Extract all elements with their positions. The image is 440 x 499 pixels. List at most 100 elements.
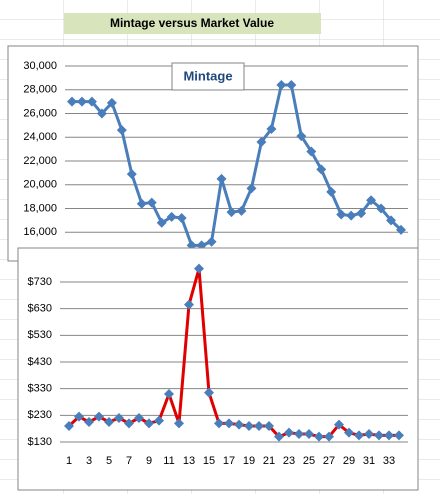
y-tick-label: 16,000 xyxy=(23,226,57,238)
y-tick-label: $530 xyxy=(28,329,52,341)
marker xyxy=(206,236,217,247)
x-tick-label: 13 xyxy=(183,455,195,467)
marker xyxy=(76,96,87,107)
marker xyxy=(146,197,157,208)
marker xyxy=(236,205,247,216)
y-tick-label: $430 xyxy=(28,356,52,368)
x-tick-label: 19 xyxy=(243,455,255,467)
marker xyxy=(224,418,234,429)
x-tick-label: 25 xyxy=(303,455,315,467)
y-tick-label: $630 xyxy=(28,303,52,315)
y-tick-label: 24,000 xyxy=(23,131,57,143)
marker xyxy=(286,80,297,90)
marker xyxy=(176,213,187,223)
marker xyxy=(384,430,394,441)
marker xyxy=(316,164,327,175)
marker xyxy=(106,97,117,108)
y-tick-label: $730 xyxy=(28,276,52,288)
marker xyxy=(336,209,347,220)
marker xyxy=(96,108,107,119)
x-tick-label: 21 xyxy=(263,455,275,467)
marker xyxy=(184,299,194,310)
y-tick-label: 26,000 xyxy=(23,107,57,119)
marker xyxy=(234,419,244,430)
marker xyxy=(326,186,337,197)
marker xyxy=(246,183,257,194)
x-tick-label: 5 xyxy=(106,455,112,467)
marker xyxy=(374,430,384,441)
x-tick-label: 17 xyxy=(223,455,235,467)
marker xyxy=(396,224,406,235)
x-tick-label: 15 xyxy=(203,455,215,467)
marker xyxy=(116,125,127,136)
marker xyxy=(254,421,264,431)
marker xyxy=(376,203,387,214)
marker xyxy=(136,198,147,209)
marker xyxy=(256,137,267,147)
marker xyxy=(314,431,324,442)
marker xyxy=(126,169,137,180)
y-tick-label: $230 xyxy=(28,409,52,421)
marker xyxy=(386,215,397,226)
marker xyxy=(324,431,334,442)
marker xyxy=(284,427,294,438)
marker xyxy=(306,146,317,157)
y-tick-label: 18,000 xyxy=(23,202,57,214)
y-tick-label: $330 xyxy=(28,383,52,395)
chart-area xyxy=(17,247,419,491)
marker xyxy=(216,173,227,184)
marker xyxy=(334,419,344,430)
y-tick-label: 30,000 xyxy=(23,60,57,72)
x-tick-label: 29 xyxy=(343,455,355,467)
y-tick-label: 20,000 xyxy=(23,179,57,191)
marker xyxy=(94,411,104,422)
x-tick-label: 7 xyxy=(126,455,132,467)
marker xyxy=(274,431,284,442)
data-line xyxy=(72,83,403,247)
x-tick-label: 3 xyxy=(86,455,92,467)
marker xyxy=(124,418,134,429)
chart-1: 16,000 18,000 20,000 22,000 24,000 26,000 28,0… xyxy=(7,45,419,262)
marker xyxy=(67,96,77,107)
marker xyxy=(356,208,367,219)
marker xyxy=(354,430,364,441)
marker xyxy=(346,210,357,221)
marker xyxy=(264,421,274,431)
marker xyxy=(296,131,307,142)
x-tick-label: 1 xyxy=(66,455,72,467)
marker xyxy=(74,411,84,422)
marker xyxy=(244,421,254,431)
marker xyxy=(144,418,154,429)
marker xyxy=(204,387,214,398)
marker xyxy=(164,389,174,399)
marker xyxy=(64,421,74,431)
marker xyxy=(214,418,224,429)
marker xyxy=(344,427,354,438)
marker xyxy=(304,429,314,439)
marker xyxy=(156,217,167,228)
marker xyxy=(194,263,204,274)
x-tick-label: 23 xyxy=(283,455,295,467)
marker xyxy=(154,415,164,426)
x-tick-label: 27 xyxy=(323,455,335,467)
marker xyxy=(366,195,377,206)
marker xyxy=(266,123,277,134)
data-line xyxy=(67,268,399,439)
chart-title: Mintage xyxy=(183,68,232,83)
x-tick-label: 33 xyxy=(383,455,395,467)
chart-title-box xyxy=(171,62,245,91)
x-tick-label: 31 xyxy=(363,455,375,467)
marker xyxy=(166,211,177,222)
title-cell xyxy=(64,13,321,34)
marker xyxy=(134,413,144,423)
marker xyxy=(276,80,287,90)
marker xyxy=(114,413,124,423)
marker xyxy=(84,417,94,427)
x-tick-label: 9 xyxy=(146,455,152,467)
y-tick-label: 22,000 xyxy=(23,155,57,167)
x-tick-label: 11 xyxy=(163,455,174,467)
y-tick-label: 28,000 xyxy=(23,84,57,96)
